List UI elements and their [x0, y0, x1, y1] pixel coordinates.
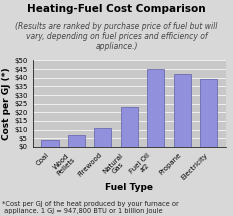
Text: *Cost per GJ of the heat produced by your furnace or
 appliance. 1 GJ = 947,800 : *Cost per GJ of the heat produced by you…	[2, 201, 179, 214]
Text: Heating-Fuel Cost Comparison: Heating-Fuel Cost Comparison	[27, 4, 206, 14]
Bar	[94, 128, 111, 147]
Bar	[147, 69, 164, 147]
Text: (Results are ranked by purchase price of fuel but will
vary, depending on fuel p: (Results are ranked by purchase price of…	[15, 22, 218, 51]
Bar	[68, 135, 85, 147]
Bar	[174, 74, 191, 147]
Bar	[41, 140, 58, 147]
X-axis label: Fuel Type: Fuel Type	[105, 183, 153, 192]
Bar	[200, 79, 217, 147]
Y-axis label: Cost per GJ (*): Cost per GJ (*)	[3, 67, 11, 140]
Bar	[121, 107, 138, 147]
